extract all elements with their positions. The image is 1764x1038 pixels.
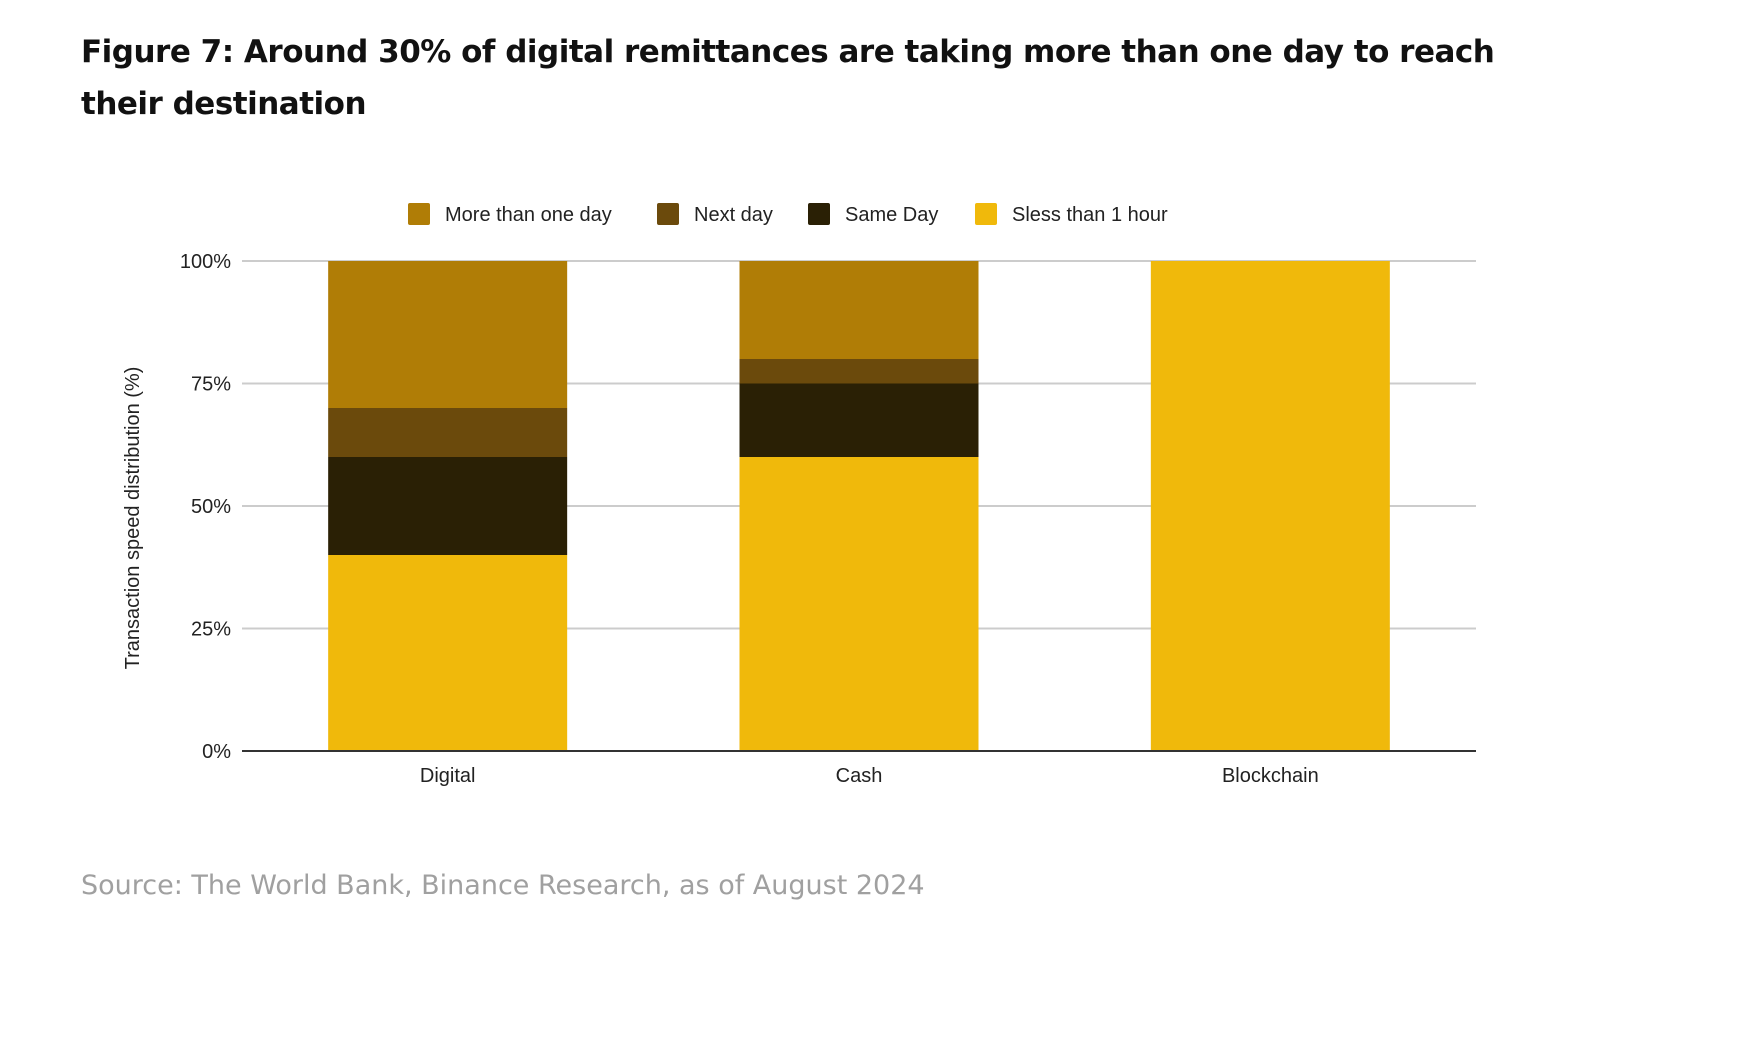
- bar-segment: [328, 555, 568, 751]
- x-tick-label: Cash: [836, 765, 883, 787]
- y-tick-label: 0%: [202, 741, 231, 763]
- legend-swatch: [808, 203, 830, 225]
- bar-segment: [1150, 261, 1390, 751]
- bar-segment: [739, 359, 979, 384]
- bar-segment: [328, 261, 568, 408]
- legend-label: Next day: [694, 204, 773, 226]
- bar-segment: [328, 408, 568, 457]
- figure-title: Figure 7: Around 30% of digital remittan…: [81, 34, 1495, 122]
- y-axis-label: Transaction speed distribution (%): [122, 367, 144, 670]
- bar-segment: [739, 261, 979, 359]
- bar-segment: [739, 457, 979, 751]
- source-note: Source: The World Bank, Binance Research…: [81, 870, 925, 901]
- legend-swatch: [975, 203, 997, 225]
- bar-segment: [328, 457, 568, 555]
- legend-label: Sless than 1 hour: [1012, 204, 1168, 226]
- y-tick-label: 100%: [180, 251, 231, 273]
- legend-label: More than one day: [445, 204, 612, 226]
- x-tick-label: Digital: [420, 765, 476, 787]
- y-tick-label: 50%: [191, 496, 231, 518]
- bar-segment: [739, 383, 979, 457]
- legend-swatch: [657, 203, 679, 225]
- y-tick-label: 25%: [191, 619, 231, 641]
- x-tick-label: Blockchain: [1222, 765, 1319, 787]
- y-tick-label: 75%: [191, 374, 231, 396]
- legend-label: Same Day: [845, 204, 938, 226]
- legend-swatch: [408, 203, 430, 225]
